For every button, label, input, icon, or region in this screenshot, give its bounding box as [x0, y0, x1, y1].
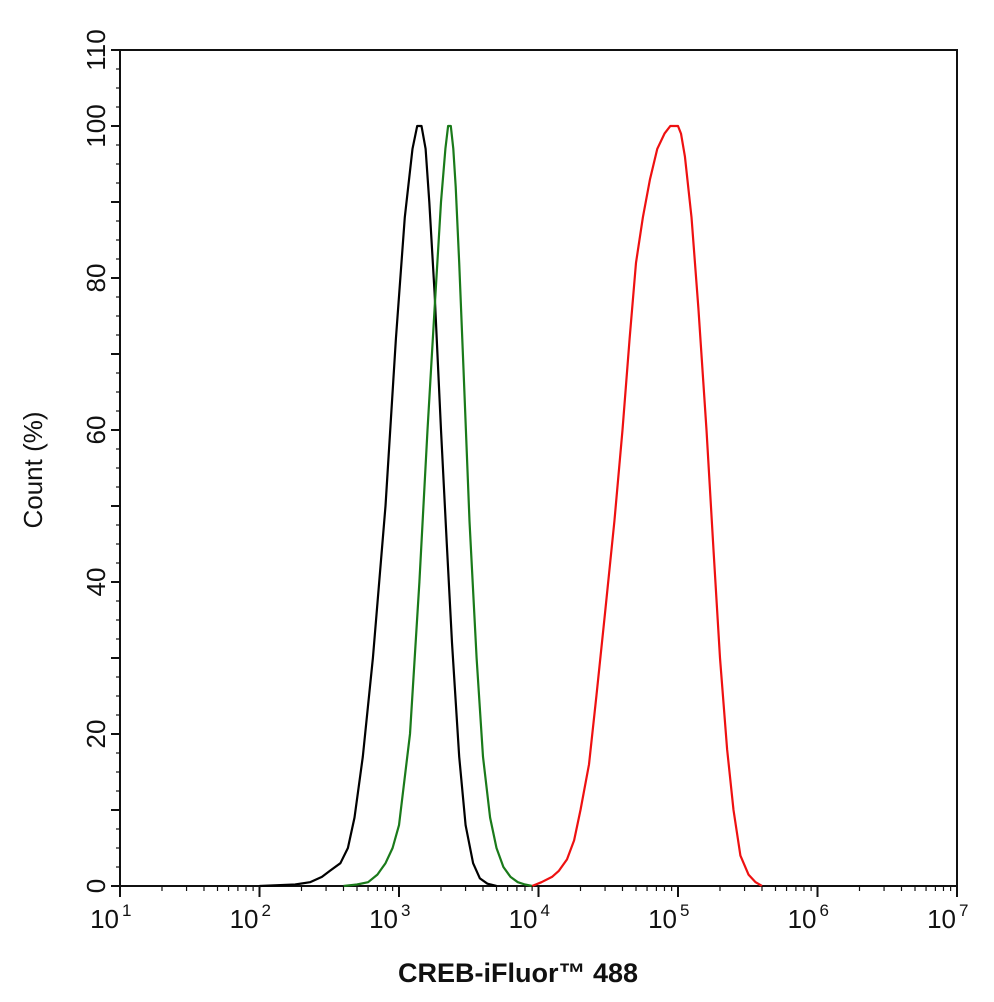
y-tick-label: 0 — [81, 879, 111, 893]
x-tick-exponent: 3 — [401, 901, 410, 920]
x-tick-exponent: 1 — [122, 901, 131, 920]
x-tick-exponent: 2 — [262, 901, 271, 920]
x-axis-title: CREB-iFluor™ 488 — [398, 958, 638, 988]
y-tick-label: 20 — [81, 720, 111, 749]
series-line-1 — [259, 124, 497, 888]
x-tick-label: 10 — [927, 904, 956, 934]
y-tick-label: 60 — [81, 416, 111, 445]
y-tick-label: 40 — [81, 568, 111, 597]
y-tick-label: 110 — [81, 29, 111, 70]
x-axis: 10 1 10 2 10 3 10 4 10 5 10 6 10 7 — [90, 886, 968, 934]
x-tick-label: 10 — [90, 904, 119, 934]
x-tick-exponent: 4 — [541, 901, 550, 920]
x-tick-label: 10 — [648, 904, 677, 934]
y-tick-label: 80 — [81, 264, 111, 293]
x-tick-label: 10 — [509, 904, 538, 934]
series-layer — [259, 124, 763, 888]
x-tick-exponent: 7 — [959, 901, 968, 920]
x-tick-label: 10 — [369, 904, 398, 934]
plot-frame — [119, 49, 958, 887]
y-axis-title: Count (%) — [18, 411, 48, 528]
x-tick-exponent: 6 — [820, 901, 829, 920]
y-tick-label: 100 — [81, 104, 111, 147]
y-axis: 0 20 40 60 80 100 110 — [81, 29, 120, 893]
x-tick-exponent: 5 — [680, 901, 689, 920]
series-line-2 — [343, 124, 533, 888]
x-tick-label: 10 — [230, 904, 259, 934]
x-tick-label: 10 — [788, 904, 817, 934]
series-line-3 — [531, 124, 763, 888]
